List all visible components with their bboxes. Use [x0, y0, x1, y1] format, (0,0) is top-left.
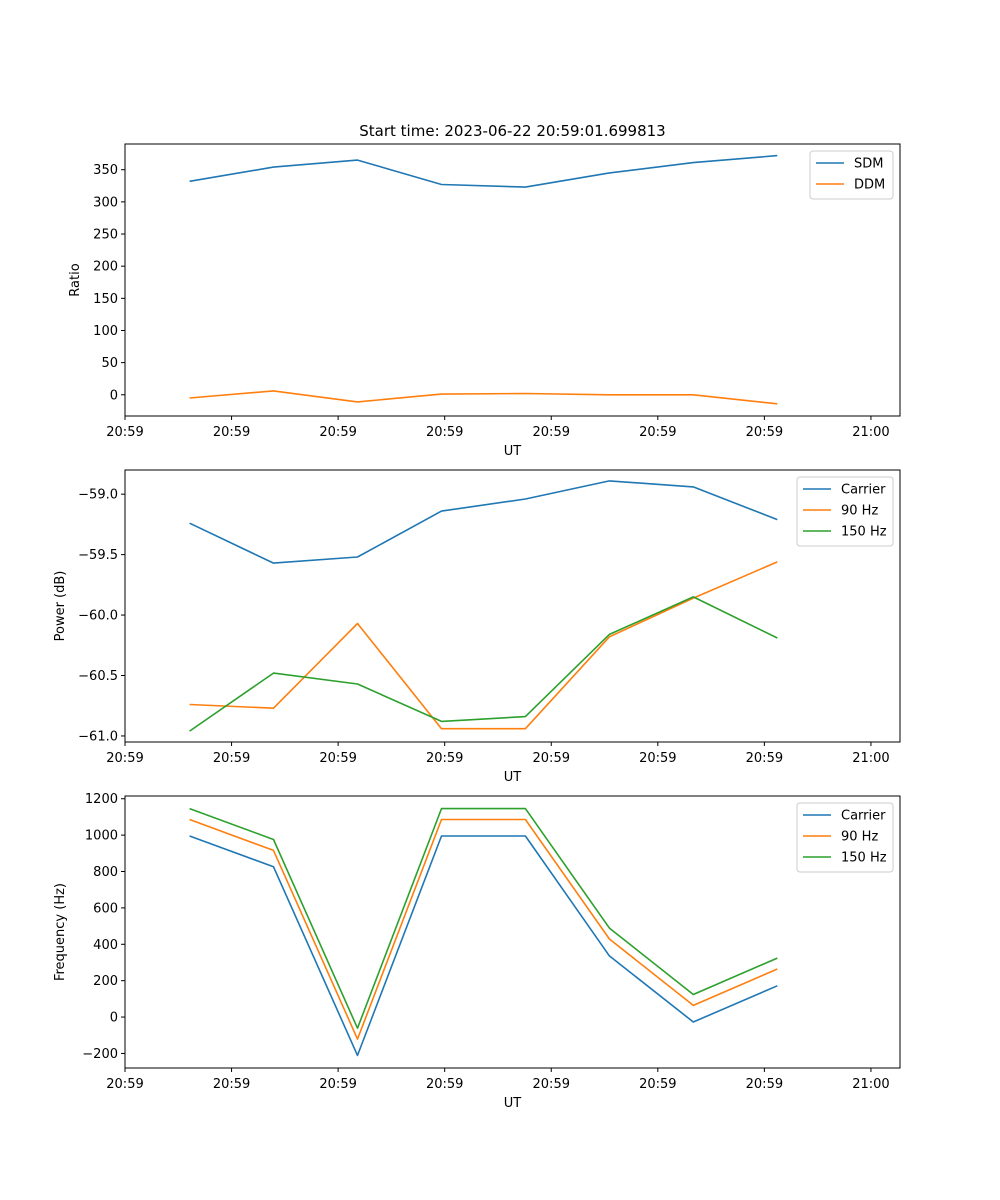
legend-box	[796, 476, 894, 547]
y-tick-label: −61.0	[78, 729, 118, 744]
x-axis-label: UT	[504, 1096, 522, 1111]
x-axis-label: UT	[504, 444, 522, 459]
y-tick-label: 800	[93, 865, 118, 880]
y-tick-label: 600	[93, 901, 118, 916]
legend: SDM DDM	[809, 150, 894, 200]
axes-frame	[124, 795, 901, 1069]
y-tick-label: 200	[93, 974, 118, 989]
x-tick-label: 20:59	[746, 751, 783, 766]
x-tick-label: 20:59	[639, 751, 676, 766]
x-tick-label: 20:59	[426, 751, 463, 766]
x-tick-label: 20:59	[426, 425, 463, 440]
legend-label: 90 Hz	[841, 504, 878, 519]
x-tick-label: 20:59	[533, 1077, 570, 1092]
y-axis-label: Power (dB)	[53, 571, 68, 642]
x-tick-label: 20:59	[533, 425, 570, 440]
y-tick-label: 100	[93, 324, 118, 339]
legend-label: SDM	[854, 157, 883, 172]
x-tick-label: 20:59	[319, 425, 356, 440]
y-tick-label: 200	[93, 260, 118, 275]
series-line-ddm	[189, 390, 778, 405]
x-tick-label: 21:00	[852, 1077, 889, 1092]
x-tick-label: 20:59	[106, 751, 143, 766]
y-axis-label: Ratio	[68, 263, 83, 296]
y-tick-label: −200	[82, 1047, 118, 1062]
series-line-150-hz	[189, 596, 778, 732]
legend: Carrier 90 Hz 150 Hz	[796, 802, 894, 873]
y-tick-label: −59.5	[78, 548, 118, 563]
frequency-panel: −200 0 200 400 600 800 1000 1200 20:59 20:59 20:59…	[53, 792, 901, 1111]
figure-title: Start time: 2023-06-22 20:59:01.699813	[359, 122, 665, 140]
legend-box	[796, 802, 894, 873]
power-panel: −61.0 −60.5 −60.0 −59.5 −59.0 20:59 20:59 20:59…	[53, 469, 901, 785]
x-tick-label: 20:59	[319, 1077, 356, 1092]
x-tick-label: 20:59	[213, 425, 250, 440]
legend-label: 150 Hz	[841, 525, 887, 540]
x-tick-label: 20:59	[746, 425, 783, 440]
y-tick-label: −59.0	[78, 488, 118, 503]
x-tick-label: 20:59	[213, 751, 250, 766]
x-tick-label: 20:59	[746, 1077, 783, 1092]
series-line-carrier	[189, 480, 778, 564]
ratio-panel: 0 50 100 150 200 250 300 350 20:59 20:59 20:59 20:5…	[68, 143, 901, 459]
y-tick-label: 400	[93, 938, 118, 953]
series-line-90-hz	[189, 818, 778, 1040]
legend-label: Carrier	[841, 483, 886, 498]
x-tick-label: 21:00	[852, 751, 889, 766]
x-tick-label: 20:59	[319, 751, 356, 766]
y-tick-label: 350	[93, 163, 118, 178]
legend-label: Carrier	[841, 809, 886, 824]
y-tick-label: 0	[110, 1011, 118, 1026]
x-tick-label: 20:59	[533, 751, 570, 766]
series-line-carrier	[189, 835, 778, 1057]
x-tick-label: 20:59	[106, 425, 143, 440]
x-tick-label: 20:59	[213, 1077, 250, 1092]
axes-frame	[124, 469, 901, 743]
y-tick-label: −60.0	[78, 609, 118, 624]
y-tick-label: 1000	[85, 829, 118, 844]
legend: Carrier 90 Hz 150 Hz	[796, 476, 894, 547]
legend-label: 150 Hz	[841, 851, 887, 866]
x-tick-label: 20:59	[426, 1077, 463, 1092]
y-tick-label: 150	[93, 292, 118, 307]
x-axis-label: UT	[504, 770, 522, 785]
x-tick-label: 20:59	[639, 425, 676, 440]
series-line-90-hz	[189, 561, 778, 730]
y-tick-label: 1200	[85, 792, 118, 807]
x-tick-label: 20:59	[106, 1077, 143, 1092]
y-tick-label: 300	[93, 195, 118, 210]
axes-frame	[124, 143, 901, 417]
y-tick-label: 250	[93, 228, 118, 243]
y-tick-label: −60.5	[78, 669, 118, 684]
y-tick-label: 0	[110, 388, 118, 403]
x-tick-label: 21:00	[852, 425, 889, 440]
series-line-150-hz	[189, 807, 778, 1029]
series-line-sdm	[189, 154, 778, 188]
legend-label: 90 Hz	[841, 830, 878, 845]
y-tick-label: 50	[101, 356, 118, 371]
y-axis-label: Frequency (Hz)	[53, 883, 68, 981]
legend-label: DDM	[854, 178, 885, 193]
x-tick-label: 20:59	[639, 1077, 676, 1092]
